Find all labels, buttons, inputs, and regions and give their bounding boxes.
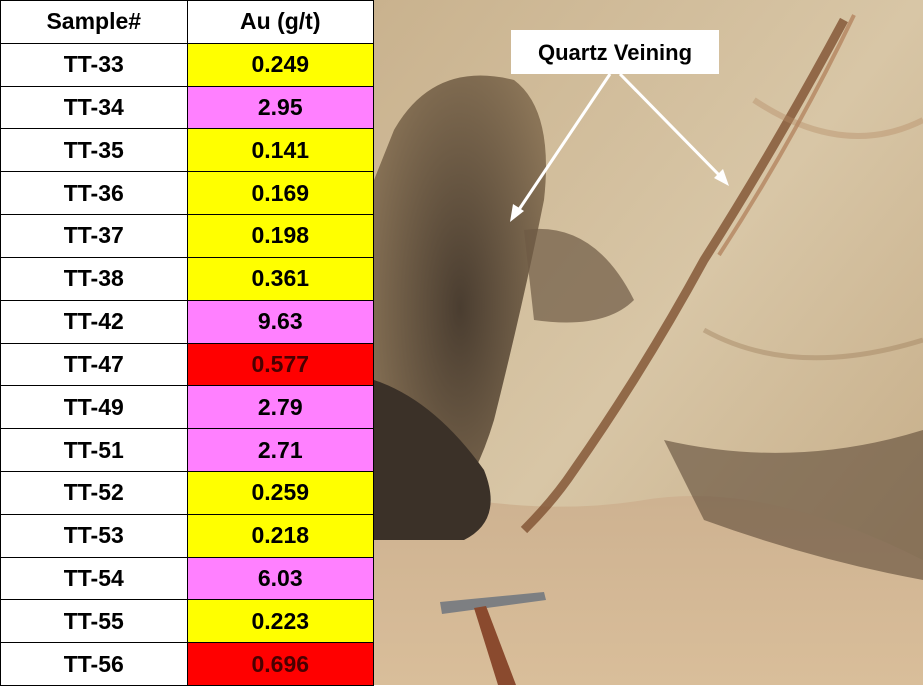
header-cell: Sample# [0, 0, 188, 44]
sample-cell: TT-35 [0, 128, 188, 173]
au-cell: 2.95 [186, 85, 374, 130]
table-row: TT-53 0.218 [0, 513, 374, 558]
table-row: TT-52 0.259 [0, 470, 374, 515]
au-cell: 0.259 [186, 470, 374, 515]
sample-cell: TT-53 [0, 513, 188, 558]
header-row: Sample# Au (g/t) [0, 0, 374, 44]
sample-cell: TT-52 [0, 470, 188, 515]
sample-cell: TT-54 [0, 556, 188, 601]
au-cell: 0.361 [186, 256, 374, 301]
assay-table: Sample# Au (g/t) TT-33 0.249 TT-34 2.95 TT-3… [0, 0, 374, 686]
au-cell: 0.169 [186, 171, 374, 216]
au-cell: 2.79 [186, 385, 374, 430]
sample-cell: TT-33 [0, 42, 188, 87]
sample-cell: TT-51 [0, 428, 188, 472]
sample-cell: TT-38 [0, 256, 188, 301]
sample-cell: TT-37 [0, 214, 188, 258]
table-row: TT-51 2.71 [0, 428, 374, 472]
table-row: TT-35 0.141 [0, 128, 374, 173]
au-cell: 9.63 [186, 299, 374, 344]
sample-cell: TT-42 [0, 299, 188, 344]
au-cell: 6.03 [186, 556, 374, 601]
outcrop-photo: Quartz Veining [374, 0, 923, 685]
label-box [511, 30, 719, 74]
table-row: TT-33 0.249 [0, 42, 374, 87]
photo-label: Quartz Veining [538, 40, 692, 65]
sample-cell: TT-36 [0, 171, 188, 216]
au-cell: 0.249 [186, 42, 374, 87]
au-cell: 0.198 [186, 214, 374, 258]
au-cell: 0.141 [186, 128, 374, 173]
table-row: TT-36 0.169 [0, 171, 374, 216]
au-cell: 0.218 [186, 513, 374, 558]
header-cell: Au (g/t) [186, 0, 374, 44]
sample-cell: TT-55 [0, 599, 188, 644]
table-row: TT-34 2.95 [0, 85, 374, 130]
sample-cell: TT-34 [0, 85, 188, 130]
sample-cell: TT-49 [0, 385, 188, 430]
table-row: TT-54 6.03 [0, 556, 374, 601]
au-cell: 2.71 [186, 428, 374, 472]
sample-cell: TT-56 [0, 642, 188, 686]
au-cell: 0.223 [186, 599, 374, 644]
table-row: TT-37 0.198 [0, 214, 374, 258]
table-row: TT-42 9.63 [0, 299, 374, 344]
table-row: TT-56 0.696 [0, 642, 374, 686]
table-body: TT-33 0.249 TT-34 2.95 TT-35 0.141 TT-36 0.169 T… [0, 42, 374, 686]
table-row: TT-47 0.577 [0, 342, 374, 387]
table-row: TT-49 2.79 [0, 385, 374, 430]
table-row: TT-55 0.223 [0, 599, 374, 644]
sample-cell: TT-47 [0, 342, 188, 387]
au-cell: 0.577 [186, 342, 374, 387]
au-cell: 0.696 [186, 642, 374, 686]
table-row: TT-38 0.361 [0, 256, 374, 301]
